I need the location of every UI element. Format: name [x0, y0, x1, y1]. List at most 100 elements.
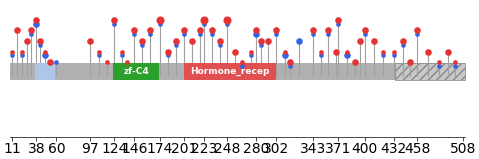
Point: [131, 33, 138, 35]
Point: [356, 40, 364, 42]
Point: [325, 33, 332, 35]
Point: [8, 54, 16, 57]
Point: [309, 29, 317, 32]
Point: [18, 50, 26, 53]
Point: [286, 65, 294, 67]
Point: [196, 29, 204, 32]
Bar: [184, 63, 276, 80]
Point: [248, 50, 255, 53]
Point: [216, 44, 224, 46]
Point: [309, 33, 317, 35]
Text: zf-C4: zf-C4: [124, 67, 149, 76]
Point: [318, 54, 325, 57]
Bar: [35, 63, 55, 80]
Point: [8, 50, 16, 53]
Point: [361, 33, 369, 35]
Point: [223, 22, 231, 25]
Point: [41, 54, 48, 57]
Point: [239, 61, 246, 64]
Point: [361, 29, 369, 32]
Point: [399, 44, 407, 46]
Point: [258, 40, 265, 42]
Text: Hormone_recep: Hormone_recep: [190, 67, 270, 76]
Point: [295, 40, 302, 42]
Point: [111, 18, 118, 21]
Point: [281, 50, 289, 53]
Point: [239, 65, 246, 67]
Point: [272, 29, 280, 32]
Point: [231, 50, 239, 53]
Point: [118, 50, 125, 53]
Point: [131, 29, 138, 32]
Point: [23, 40, 31, 42]
Point: [41, 50, 48, 53]
Point: [399, 40, 407, 42]
Point: [18, 54, 26, 57]
Point: [335, 22, 342, 25]
Point: [335, 18, 342, 21]
Point: [36, 40, 44, 42]
Point: [332, 50, 340, 53]
Point: [435, 65, 443, 67]
Point: [318, 50, 325, 53]
Point: [103, 61, 111, 64]
Point: [343, 50, 351, 53]
Point: [164, 50, 172, 53]
Point: [325, 29, 332, 32]
Point: [27, 33, 35, 35]
Point: [33, 18, 40, 21]
Point: [413, 33, 421, 35]
Point: [248, 54, 255, 57]
Point: [118, 54, 125, 57]
Point: [95, 54, 103, 57]
Point: [424, 50, 432, 53]
Point: [390, 54, 398, 57]
Point: [452, 65, 459, 67]
Point: [390, 50, 398, 53]
Point: [156, 22, 164, 25]
Point: [445, 50, 452, 53]
Point: [351, 61, 359, 64]
Point: [111, 22, 118, 25]
Point: [181, 33, 188, 35]
Point: [138, 44, 146, 46]
Point: [208, 33, 216, 35]
Point: [272, 33, 280, 35]
Point: [200, 18, 208, 21]
Point: [86, 40, 94, 42]
Point: [146, 29, 154, 32]
Point: [36, 44, 44, 46]
Point: [452, 61, 459, 64]
Point: [216, 40, 224, 42]
Point: [181, 29, 188, 32]
Point: [27, 29, 35, 32]
Point: [172, 40, 180, 42]
Point: [343, 54, 351, 57]
Point: [281, 54, 289, 57]
Point: [413, 29, 421, 32]
Point: [138, 40, 146, 42]
Point: [33, 22, 40, 25]
Point: [146, 33, 154, 35]
Point: [123, 61, 131, 64]
Point: [379, 54, 387, 57]
Bar: [10, 63, 465, 80]
Point: [258, 44, 265, 46]
Point: [95, 50, 103, 53]
Point: [196, 33, 204, 35]
Point: [286, 61, 294, 64]
Point: [200, 22, 208, 25]
Point: [223, 18, 231, 21]
Point: [379, 50, 387, 53]
Point: [172, 44, 180, 46]
Point: [406, 61, 414, 64]
Point: [46, 61, 54, 64]
Point: [53, 61, 60, 64]
Bar: [395, 63, 465, 80]
Point: [252, 33, 260, 35]
Point: [156, 18, 164, 21]
Point: [189, 40, 196, 42]
Point: [370, 40, 377, 42]
Point: [164, 54, 172, 57]
Point: [252, 29, 260, 32]
